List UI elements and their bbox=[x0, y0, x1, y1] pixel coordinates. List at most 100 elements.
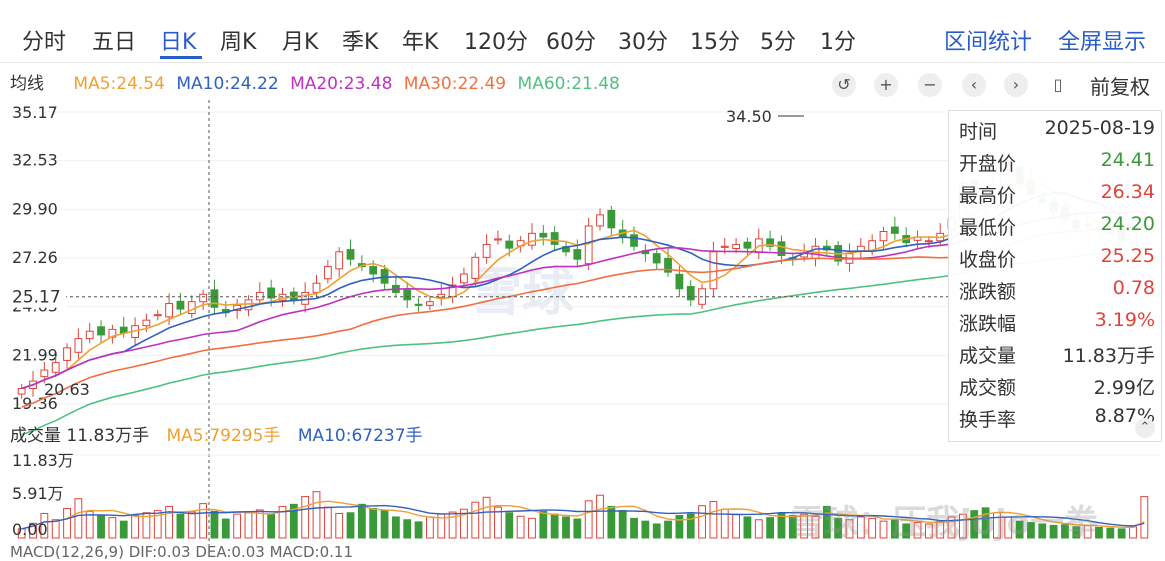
volume-bar bbox=[505, 512, 514, 539]
volume-bar bbox=[278, 505, 287, 539]
volume-bar bbox=[108, 517, 117, 539]
volume-bar bbox=[528, 517, 536, 539]
zoom-out-icon[interactable]: − bbox=[918, 73, 942, 97]
fullscreen-link[interactable]: 全屏显示 bbox=[1058, 30, 1147, 55]
candle-body bbox=[766, 238, 775, 247]
candle-body bbox=[528, 232, 536, 246]
tab-4[interactable]: 月K bbox=[282, 30, 319, 55]
tab-2[interactable]: 日K bbox=[160, 30, 197, 55]
candle-body bbox=[335, 251, 344, 270]
price-tick: 21.99 bbox=[12, 345, 58, 364]
volume-tick: 0.00 bbox=[12, 520, 48, 539]
price-tick: 27.26 bbox=[12, 248, 58, 267]
volume-bar bbox=[516, 515, 525, 539]
volume-bar bbox=[641, 520, 650, 539]
volume-bar bbox=[958, 513, 967, 539]
tab-5[interactable]: 季K bbox=[342, 30, 379, 55]
volume-bar bbox=[460, 508, 468, 539]
candle-body bbox=[153, 314, 162, 317]
tooltip-key: 涨跌额 bbox=[959, 281, 1017, 303]
volume-bar bbox=[811, 515, 820, 539]
volume-bar bbox=[947, 516, 956, 539]
volume-bar bbox=[766, 517, 775, 539]
volume-bar bbox=[675, 515, 684, 539]
volume-bar bbox=[732, 513, 740, 539]
volume-bar bbox=[845, 519, 854, 539]
volume-bar bbox=[267, 513, 276, 539]
volume-bar bbox=[85, 510, 94, 539]
chevron-left-icon[interactable]: ‹ bbox=[962, 73, 986, 97]
volume-bar bbox=[1061, 524, 1069, 539]
volume-bar bbox=[210, 510, 219, 539]
tab-0[interactable]: 分时 bbox=[22, 30, 67, 55]
candle-body bbox=[74, 338, 83, 353]
candle-body bbox=[85, 330, 94, 340]
tooltip-value: 24.20 bbox=[1100, 213, 1155, 235]
volume-bar bbox=[391, 516, 400, 539]
volume-tick: 5.91万 bbox=[12, 484, 64, 503]
price-tick: 29.90 bbox=[12, 199, 58, 218]
candle-body bbox=[17, 387, 26, 395]
volume-bar bbox=[596, 494, 604, 539]
volume-bar bbox=[970, 510, 979, 539]
adjust-mode-select[interactable]: 前复权 bbox=[1090, 75, 1150, 99]
ma30-value: MA30:22.49 bbox=[403, 74, 507, 94]
tab-10[interactable]: 15分 bbox=[690, 30, 740, 55]
volume-bar bbox=[562, 516, 570, 539]
tooltip-key: 开盘价 bbox=[959, 153, 1017, 175]
collapse-tooltip-icon[interactable]: ⌃ bbox=[1135, 418, 1155, 438]
volume-tick: 11.83万 bbox=[12, 451, 74, 470]
tooltip-value: 3.19% bbox=[1094, 309, 1155, 331]
volume-bar bbox=[573, 518, 582, 539]
tooltip-key: 成交量 bbox=[959, 345, 1017, 367]
tab-8[interactable]: 60分 bbox=[546, 30, 596, 55]
range-stats-link[interactable]: 区间统计 bbox=[944, 30, 1033, 55]
volume-bar bbox=[743, 516, 752, 539]
volume-bar bbox=[369, 508, 378, 539]
volume-bar bbox=[981, 507, 990, 539]
volume-bar bbox=[709, 501, 718, 539]
candle-body bbox=[187, 301, 196, 315]
tab-11[interactable]: 5分 bbox=[760, 30, 796, 55]
volume-bar bbox=[822, 505, 831, 539]
price-tick: 19.36 bbox=[12, 394, 58, 413]
volume-bar bbox=[221, 518, 230, 539]
tab-1[interactable]: 五日 bbox=[92, 30, 137, 55]
candle-body bbox=[539, 232, 548, 238]
volume-bar bbox=[1095, 526, 1103, 539]
candle-body bbox=[323, 266, 332, 280]
tab-7[interactable]: 120分 bbox=[464, 30, 528, 55]
tooltip-value: 11.83万手 bbox=[1062, 345, 1155, 367]
volume-bar bbox=[1049, 524, 1058, 539]
volume-bar bbox=[255, 509, 264, 539]
tab-12[interactable]: 1分 bbox=[820, 30, 856, 55]
volume-bar bbox=[652, 523, 661, 539]
tooltip-value: 26.34 bbox=[1100, 181, 1155, 203]
volume-bar bbox=[1015, 520, 1024, 539]
volume-bar bbox=[630, 517, 638, 539]
candle-body bbox=[505, 240, 514, 249]
volume-bar bbox=[607, 505, 616, 539]
vol-ma5-value: MA5:79295手 bbox=[166, 426, 281, 446]
candle-body bbox=[255, 291, 264, 301]
tooltip-key: 涨跌幅 bbox=[959, 313, 1017, 335]
zoom-in-icon[interactable]: + bbox=[874, 73, 898, 97]
tooltip-key: 收盘价 bbox=[959, 249, 1017, 271]
chevron-right-icon[interactable]: › bbox=[1004, 73, 1028, 97]
tooltip-row: 涨跌幅 3.19% bbox=[959, 309, 1155, 337]
volume-bar bbox=[913, 522, 922, 539]
tab-6[interactable]: 年K bbox=[402, 30, 439, 55]
tab-3[interactable]: 周K bbox=[220, 30, 257, 55]
tab-9[interactable]: 30分 bbox=[618, 30, 668, 55]
candle-style-icon[interactable]: ▯ bbox=[1046, 73, 1070, 97]
reset-icon[interactable]: ↺ bbox=[832, 73, 856, 97]
volume-bar bbox=[539, 510, 548, 539]
volume-bar bbox=[131, 515, 139, 539]
candle-body bbox=[471, 256, 480, 279]
candle-body bbox=[494, 238, 502, 241]
tooltip-row: 时间 2025-08-19 bbox=[959, 117, 1155, 145]
volume-bar bbox=[664, 520, 672, 539]
candle-body bbox=[709, 251, 718, 290]
volume-bar bbox=[289, 503, 298, 539]
